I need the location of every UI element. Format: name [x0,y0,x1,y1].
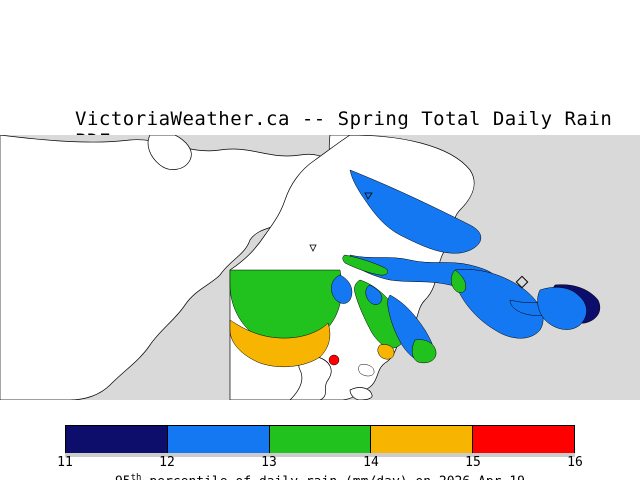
map-area [0,135,640,400]
legend-swatch-2 [270,426,372,454]
legend-color-bar [65,425,575,455]
legend-swatch-4 [473,426,574,454]
legend-tick-3: 14 [363,455,379,470]
legend-tick-1: 12 [159,455,175,470]
precip-zone-red-dot [329,355,339,365]
legend-swatch-1 [168,426,270,454]
app-root: VictoriaWeather.ca -- Spring Total Daily… [0,0,640,480]
legend-tick-4: 15 [465,455,481,470]
legend-tick-labels: 11 12 13 14 15 16 [65,455,575,471]
legend-caption: 95th percentile of daily rain (mm/day) o… [0,473,640,480]
map-svg [0,135,640,400]
legend-tick-0: 11 [57,455,73,470]
legend-swatch-3 [371,426,473,454]
legend-container: 11 12 13 14 15 16 95th percentile of dai… [0,415,640,480]
legend-tick-5: 16 [567,455,583,470]
legend-tick-2: 13 [261,455,277,470]
legend-swatch-0 [66,426,168,454]
